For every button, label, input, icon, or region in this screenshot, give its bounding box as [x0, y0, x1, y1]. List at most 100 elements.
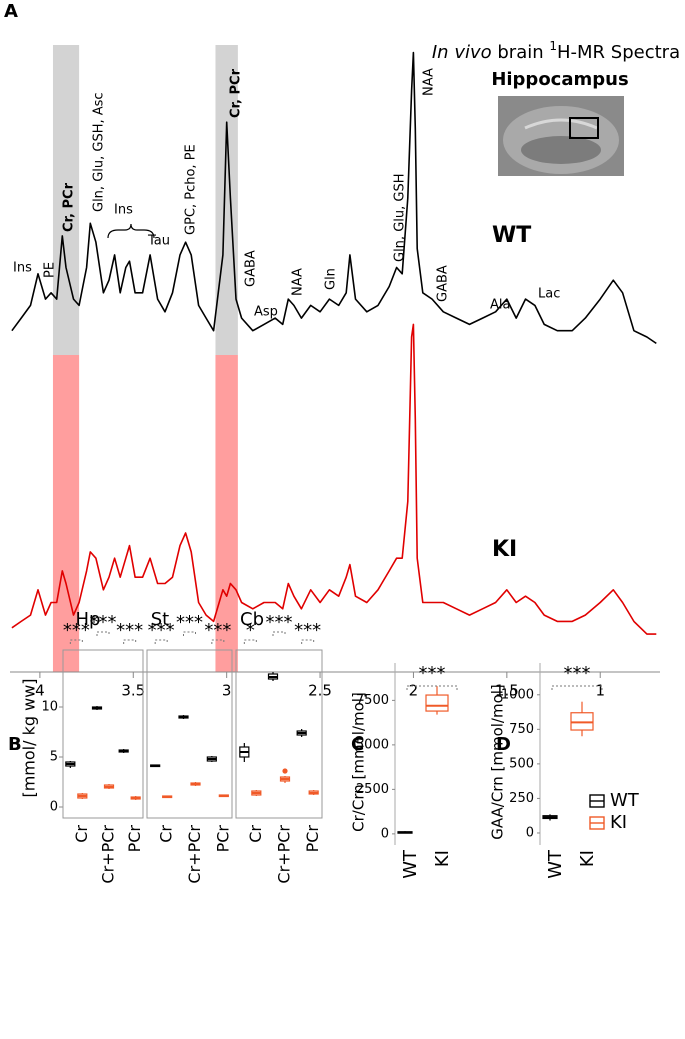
peak-label: Asp [254, 305, 278, 320]
significance-label: *** [90, 612, 117, 633]
panel-label: A [4, 1, 18, 22]
brace [107, 223, 155, 239]
x-tick-label: 2 [409, 682, 419, 700]
peak-label: GABA [244, 250, 259, 287]
significance-bracket [243, 639, 257, 644]
y-tick-label: 250 [509, 791, 534, 806]
mri-structure [524, 118, 598, 130]
y-tick-label: 1000 [501, 687, 534, 702]
x-tick-label: WT [400, 849, 421, 879]
title-part: In vivo [432, 42, 492, 63]
spectrum-line [11, 51, 657, 345]
significance-label: *** [176, 612, 203, 633]
outlier [282, 768, 288, 774]
panel-frame [235, 649, 323, 819]
y-axis-label: Cr/Crn [mmol/mol] [350, 692, 368, 832]
y-axis-label: [mmol/ kg ww] [20, 678, 39, 797]
mri-structure [521, 136, 601, 164]
significance-label: *** [419, 663, 446, 684]
peak-label: Tau [147, 234, 170, 249]
panel-frame [62, 649, 144, 819]
significance-bracket [96, 631, 110, 636]
spectra-subtitle: Hippocampus [491, 69, 628, 90]
significance-bracket [154, 639, 168, 644]
x-tick-label: PCr [303, 825, 322, 853]
significance-label: *** [148, 620, 175, 641]
significance-bracket [123, 639, 137, 644]
y-tick-label: 750 [509, 722, 534, 737]
x-tick-label: 3.5 [121, 682, 145, 700]
significance-bracket [406, 685, 458, 690]
panel-label: B [8, 734, 22, 755]
x-tick-label: PCr [213, 825, 232, 853]
box [570, 712, 594, 731]
significance-bracket [272, 631, 286, 636]
roi-box [569, 117, 599, 139]
y-tick-label: 500 [509, 756, 534, 771]
peak-label: PE [43, 262, 58, 278]
peak-label: NAA [291, 268, 306, 296]
panel-label: D [496, 734, 511, 755]
panel-title: Cb [240, 609, 264, 630]
panel-frame [146, 649, 233, 819]
significance-label: * [246, 620, 255, 641]
x-tick-label: Cr [246, 825, 265, 843]
peak-label: Ala [490, 298, 510, 313]
spectra-title: In vivo brain 1H-MR Spectra [432, 39, 680, 64]
x-tick-label: Cr+PCr [185, 825, 204, 884]
y-tick-label: 0 [526, 825, 534, 840]
y-tick-label: 0 [381, 826, 389, 841]
significance-label: *** [294, 620, 321, 641]
x-tick-label: WT [545, 849, 566, 879]
x-tick-label: 1 [595, 682, 605, 700]
x-tick-label: Cr [72, 825, 91, 843]
x-tick-label: Cr+PCr [275, 825, 294, 884]
significance-label: *** [116, 620, 143, 641]
y-axis-label: GAA/Crn [mmol/mol] [489, 684, 507, 840]
significance-label: *** [204, 620, 231, 641]
peak-label: Cr, PCr [62, 182, 77, 232]
x-tick-label: KI [577, 850, 598, 867]
x-tick-label: 2.5 [308, 682, 332, 700]
y-tick-label: 7500 [356, 693, 389, 708]
significance-bracket [551, 685, 603, 690]
significance-label: *** [63, 620, 90, 641]
significance-bracket [183, 631, 196, 636]
peak-label: NAA [422, 68, 437, 96]
title-part: brain [492, 42, 550, 63]
spectrum-line [11, 323, 657, 635]
y-tick-label: 2500 [356, 782, 389, 797]
series-label: WT [492, 223, 531, 248]
significance-bracket [69, 639, 83, 644]
y-tick-label: 5 [50, 750, 58, 765]
significance-label: *** [564, 663, 591, 684]
peak-label: Ins [13, 261, 32, 276]
title-part: 1 [549, 39, 557, 53]
highlight-band [215, 355, 238, 672]
x-tick-label: Cr [157, 825, 176, 843]
panel-title: Hp [76, 609, 101, 630]
box [425, 694, 449, 712]
panel-label: C [351, 734, 364, 755]
x-tick-label: KI [432, 850, 453, 867]
x-tick-label: PCr [125, 825, 144, 853]
x-tick-label: 1.5 [495, 682, 519, 700]
peak-label: GPC, Pcho, PE [184, 144, 199, 235]
x-tick-label: 3 [222, 682, 232, 700]
x-tick-label: Cr+PCr [99, 825, 118, 884]
y-tick-label: 5000 [356, 737, 389, 752]
peak-label: Cr, PCr [229, 68, 244, 118]
significance-bracket [211, 639, 225, 644]
panel-title: St [151, 609, 169, 630]
mri-image [498, 96, 624, 176]
legend-label: KI [610, 812, 627, 833]
significance-label: *** [266, 612, 293, 633]
significance-bracket [301, 639, 315, 644]
x-tick-label: 4 [35, 682, 45, 700]
y-tick-label: 0 [50, 800, 58, 815]
peak-label: Gln [324, 268, 339, 290]
peak-label: Gln, Glu, GSH, Asc [92, 92, 107, 212]
peak-label: Gln, Glu, GSH [393, 174, 408, 262]
title-part: H-MR Spectra [557, 42, 680, 63]
